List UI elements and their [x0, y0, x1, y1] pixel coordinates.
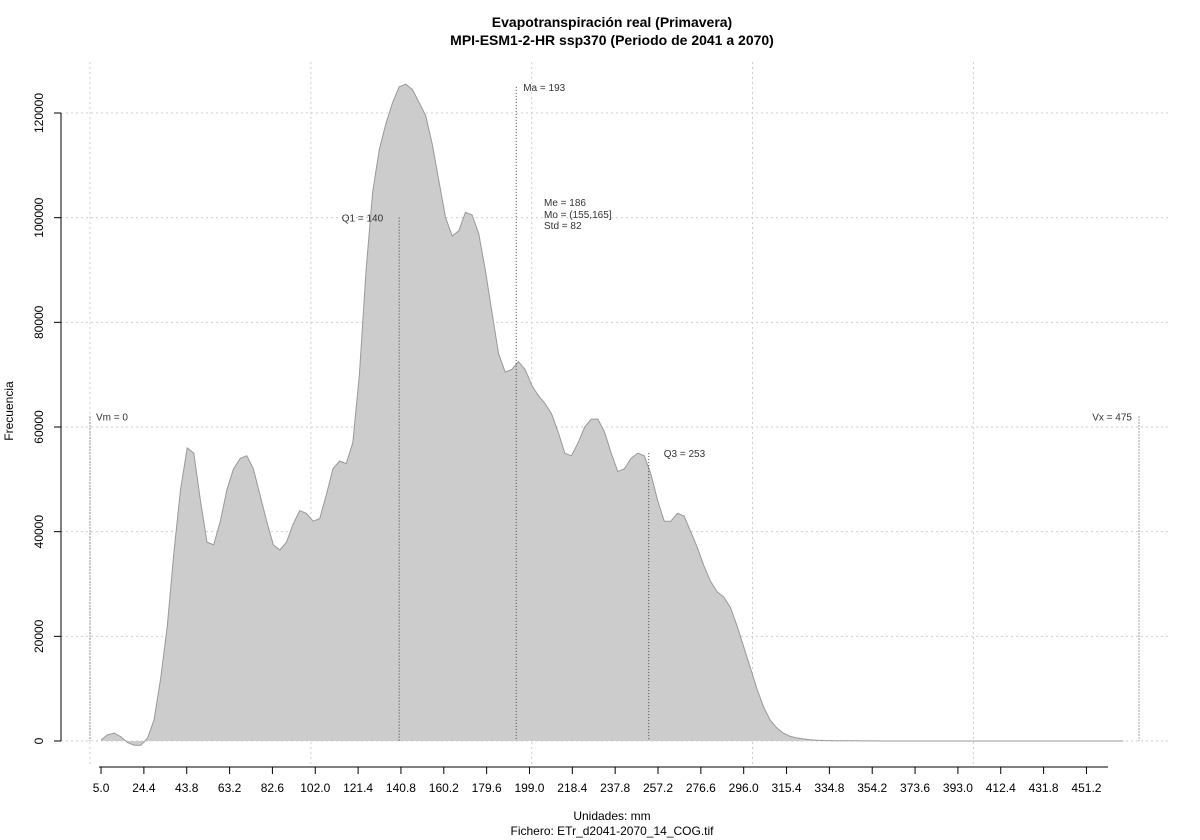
x-tick-label: 315.4 [772, 781, 802, 795]
annotation-label-q1: Q1 = 140 [342, 214, 384, 225]
x-tick-label: 5.0 [93, 781, 110, 795]
x-tick-label: 431.8 [1029, 781, 1059, 795]
y-tick-label: 40000 [32, 515, 46, 549]
annotation-label-vm: Vm = 0 [96, 413, 128, 424]
annotation-label-ma: Ma = 193 [523, 83, 565, 94]
annotations: Vm = 0 Q1 = 140 Ma = 193 Q3 = 253 Vx = 475 [89, 83, 1140, 741]
x-tick-label: 199.0 [514, 781, 544, 795]
y-tick-label: 120000 [32, 93, 46, 133]
x-tick-label: 237.8 [600, 781, 630, 795]
x-tick-label: 24.4 [132, 781, 156, 795]
density-area [100, 83, 1124, 746]
y-tick-label: 60000 [32, 410, 46, 444]
x-tick-label: 102.0 [300, 781, 330, 795]
y-tick-label: 80000 [32, 305, 46, 339]
x-tick-label: 354.2 [857, 781, 887, 795]
x-tick-label: 257.2 [643, 781, 673, 795]
x-axis-label: Unidades: mm [573, 809, 650, 823]
y-axis-label: Frecuencia [2, 381, 16, 441]
source-label: Fichero: ETr_d2041-2070_14_COG.tif [511, 824, 715, 838]
x-tick-label: 160.2 [429, 781, 459, 795]
x-tick-label: 334.8 [814, 781, 844, 795]
x-tick-label: 451.2 [1071, 781, 1101, 795]
x-tick-label: 179.6 [472, 781, 502, 795]
stat-me-label: Me = 186 [544, 198, 586, 209]
x-tick-label: 218.4 [557, 781, 587, 795]
density-fill [101, 84, 1124, 746]
x-tick-label: 373.6 [900, 781, 930, 795]
y-tick-label: 20000 [32, 619, 46, 653]
x-tick-label: 43.8 [175, 781, 199, 795]
x-tick-label: 82.6 [261, 781, 285, 795]
annotation-label-q3: Q3 = 253 [664, 449, 706, 460]
x-tick-label: 296.0 [729, 781, 759, 795]
x-tick-label: 412.4 [986, 781, 1016, 795]
x-tick-label: 393.0 [943, 781, 973, 795]
x-tick-label: 63.2 [218, 781, 242, 795]
density-outline [100, 83, 1124, 746]
y-tick-label: 0 [32, 737, 46, 744]
x-tick-label: 121.4 [343, 781, 373, 795]
stat-mo-label: Mo = (155,165] [544, 210, 612, 221]
chart-title: Evapotranspiración real (Primavera) [492, 14, 732, 30]
x-tick-label: 140.8 [386, 781, 416, 795]
x-tick-label: 276.6 [686, 781, 716, 795]
y-tick-label: 100000 [32, 197, 46, 237]
chart-subtitle: MPI-ESM1-2-HR ssp370 (Periodo de 2041 a … [450, 32, 774, 48]
ticks: 5.0 24.4 43.8 63.2 82.6 102.0 121.4 140.8 160.2 1… [32, 93, 1102, 795]
stat-std-label: Std = 82 [544, 221, 582, 232]
annotation-label-vx: Vx = 475 [1092, 413, 1132, 424]
